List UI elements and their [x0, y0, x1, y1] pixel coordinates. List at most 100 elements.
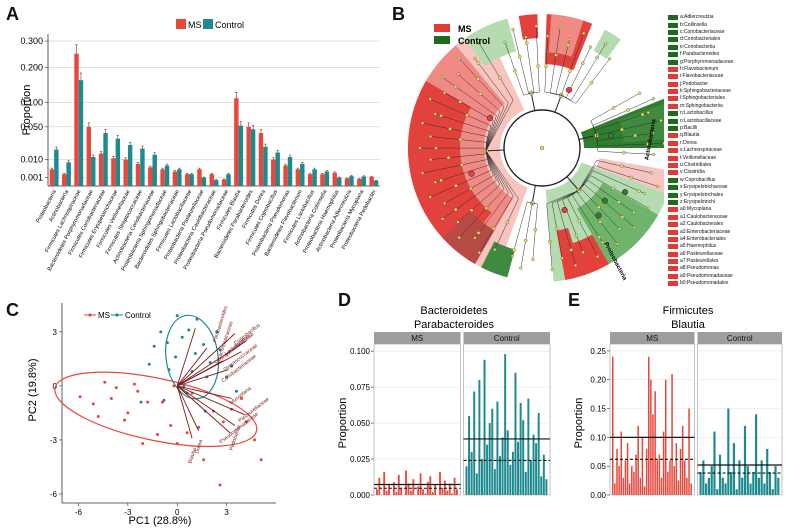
clado-node — [456, 220, 460, 224]
cladogram-key-swatch — [668, 207, 678, 213]
cladogram-key-separator: : — [682, 65, 685, 72]
clado-node — [617, 227, 622, 231]
clado-branch — [587, 179, 634, 213]
cladogram-key-separator: : — [685, 206, 687, 213]
cladogram-key-separator: : — [682, 191, 684, 198]
y-tick-label: 0.10 — [590, 433, 606, 442]
y-tick-label: 0.200 — [20, 63, 43, 73]
panel-e-title: Firmicutes — [663, 305, 714, 317]
bar-ms — [369, 176, 374, 186]
clado-root-node — [539, 145, 544, 150]
clado-node — [473, 236, 477, 240]
clado-branch — [555, 93, 562, 96]
control-point — [193, 351, 197, 355]
clado-node — [596, 205, 601, 209]
panel-d-chart: Bacteroidetes Parabacteroides Proportion… — [337, 305, 551, 500]
bar-control — [54, 149, 59, 186]
cladogram-key-swatch — [668, 140, 678, 146]
control-point — [187, 328, 191, 332]
bar-control — [766, 448, 769, 495]
y-tick-label: 0.001 — [20, 173, 43, 183]
clado-branch — [474, 192, 509, 238]
cladogram-key-taxon: Pasteurellales — [686, 258, 719, 265]
bar-control — [250, 129, 256, 186]
clado-branch — [430, 136, 487, 143]
facet-strip — [697, 332, 782, 344]
y-tick-label: 0.100 — [20, 97, 43, 107]
bar-control — [468, 415, 471, 495]
clado-node — [546, 34, 550, 38]
clado-node — [517, 54, 522, 59]
panel-label-e: E — [568, 290, 581, 310]
ms-point — [253, 438, 257, 442]
cladogram-key-separator: : — [685, 280, 687, 287]
clado-node — [443, 201, 447, 205]
clado-node — [656, 184, 660, 188]
clado-node — [512, 248, 516, 252]
ms-point — [91, 402, 95, 406]
bar-ms — [679, 448, 682, 495]
bar-control — [732, 443, 735, 495]
bar-control — [483, 359, 486, 495]
bar-ms — [635, 454, 637, 495]
clado-legend-ms-label: MS — [458, 24, 472, 34]
bar-control — [540, 476, 543, 495]
cladogram-key-letter: b0 — [680, 280, 686, 287]
ms-point — [185, 431, 189, 435]
bar-ms — [246, 126, 251, 186]
bar-control — [542, 454, 545, 495]
y-tick-label: -3 — [50, 436, 58, 445]
bar-control — [746, 466, 749, 495]
cladogram-key-item: j: Pedobacter — [668, 81, 784, 88]
clado-node — [505, 220, 510, 225]
ms-point — [132, 382, 136, 386]
clado-node — [662, 141, 664, 145]
cladogram-key-taxon: Sphingobacteriia — [685, 102, 723, 109]
panel-label-a: A — [6, 4, 19, 24]
bar-ms — [111, 158, 116, 186]
bar-control — [275, 152, 280, 186]
cladogram-key-separator: : — [682, 169, 684, 176]
clado-node — [534, 24, 538, 28]
clado-branch — [527, 201, 533, 204]
bar-ms — [626, 443, 629, 495]
bar-control — [757, 477, 760, 495]
loading-arrow — [177, 385, 245, 416]
bar-control — [535, 443, 538, 495]
bar-ms — [417, 486, 420, 495]
ms-point — [169, 424, 173, 428]
cladogram-key-letter: c — [680, 28, 683, 35]
bar-control — [78, 80, 84, 186]
cladogram-key-item: n: Lactobacillus — [668, 110, 784, 117]
bar-control — [177, 169, 182, 186]
bar-control — [749, 483, 752, 495]
bar-control — [312, 169, 317, 186]
control-ellipse — [165, 314, 220, 400]
panel-label-c: C — [6, 300, 19, 320]
cladogram-key-swatch — [668, 133, 678, 139]
clado-node — [652, 152, 656, 156]
clado-branch — [485, 115, 497, 152]
bar-ms — [148, 167, 153, 186]
cladogram-key-swatch — [668, 37, 678, 43]
bar-control — [710, 466, 713, 495]
bar-control — [189, 174, 194, 186]
panel-label-d: D — [338, 290, 351, 310]
cladogram-key-separator: : — [682, 21, 685, 28]
panel-b-cladogram: MS Control Actinobacteria Proteobacteria — [408, 14, 664, 282]
bar-control — [724, 483, 727, 495]
cladogram-key-taxon: Clostridia — [683, 169, 705, 176]
bar-control — [763, 483, 766, 495]
bar-control — [743, 425, 747, 495]
cladogram-key-swatch — [668, 22, 678, 28]
cladogram-key-taxon: Pedobacter — [682, 80, 709, 87]
clado-biomarker-node — [468, 170, 475, 177]
control-point — [159, 330, 163, 334]
clado-node — [476, 77, 480, 81]
bar-control — [103, 133, 108, 186]
bar-ms — [434, 484, 437, 495]
panel-a-y-axis-title: Proportion — [21, 85, 33, 136]
clado-branch — [512, 29, 529, 94]
clado-branch — [442, 180, 497, 220]
clado-legend-control-label: Control — [458, 36, 490, 46]
